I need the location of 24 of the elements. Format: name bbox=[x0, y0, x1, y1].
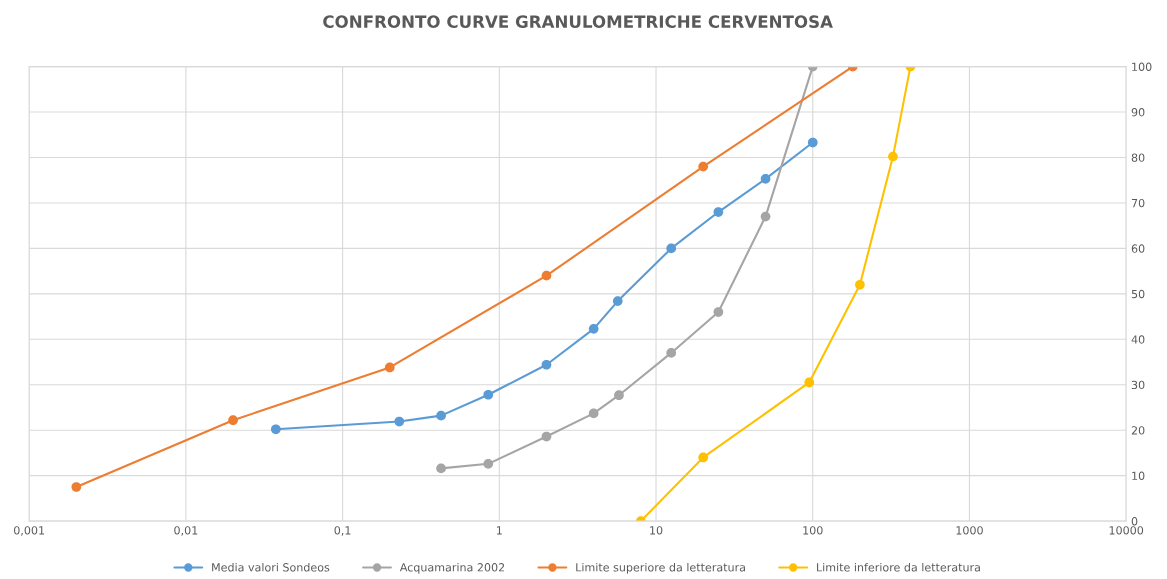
y-tick-label: 80 bbox=[1131, 153, 1145, 162]
x-tick-label: 1000 bbox=[956, 526, 983, 535]
y-tick-label: 10 bbox=[1132, 471, 1145, 481]
legend-label: Acquamarina 2002 bbox=[399, 562, 505, 574]
y-tick-label: 30 bbox=[1131, 380, 1145, 390]
legend-label: Media valori Sondeos bbox=[212, 562, 330, 572]
x-tick-label: 0,01 bbox=[174, 526, 198, 536]
x-tick-label: 100 bbox=[803, 526, 823, 535]
y-tick-label: 100 bbox=[1132, 62, 1152, 71]
x-tick-label: 0,1 bbox=[334, 526, 351, 536]
x-tick-label: 10 bbox=[650, 526, 663, 535]
legend-label: Limite inferiore da letteratura bbox=[817, 562, 980, 572]
x-tick-label: 1 bbox=[497, 526, 502, 535]
y-tick-label: 40 bbox=[1131, 335, 1145, 344]
y-tick-label: 90 bbox=[1131, 108, 1145, 117]
y-tick-label: 60 bbox=[1131, 244, 1145, 253]
x-tick-label: 0,001 bbox=[14, 526, 45, 536]
y-tick-label: 0 bbox=[1131, 517, 1138, 526]
y-tick-label: 50 bbox=[1131, 289, 1145, 299]
x-tick-label: 10000 bbox=[1109, 526, 1144, 535]
y-tick-label: 20 bbox=[1131, 426, 1145, 435]
y-tick-label: 70 bbox=[1131, 198, 1145, 208]
chart-title: CONFRONTO CURVE GRANULOMETRICHE CERVENTOSA bbox=[323, 15, 833, 28]
legend-label: Limite superiore da letteratura bbox=[576, 562, 745, 574]
